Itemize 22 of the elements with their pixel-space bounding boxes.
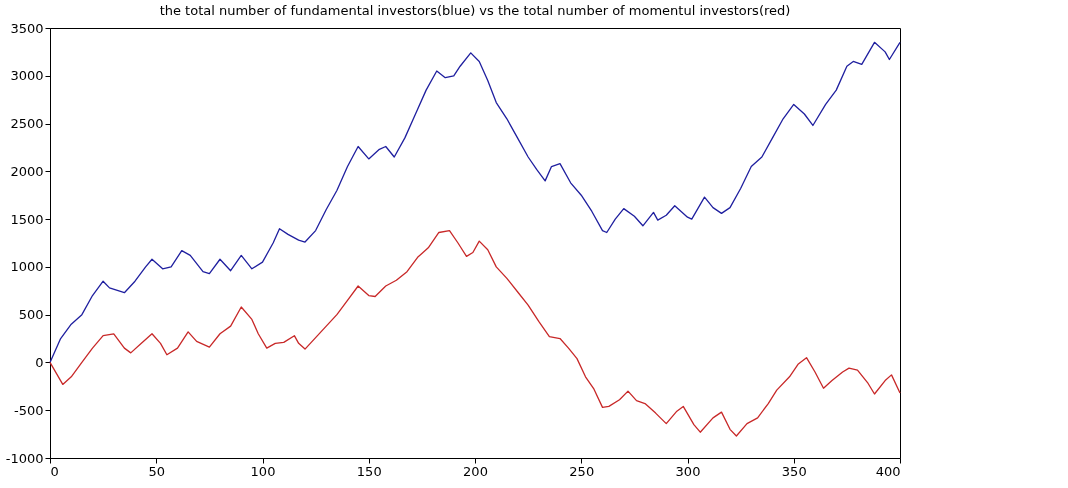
x-tick-label: 350 [781, 463, 807, 479]
x-tick-label: 250 [569, 463, 595, 479]
x-tick-label: 100 [250, 463, 276, 479]
y-tick-label: 0 [35, 354, 44, 370]
line-series [49, 41, 901, 364]
y-tick-label: 2000 [10, 163, 44, 179]
x-tick-label: 0 [50, 463, 59, 479]
y-tick-label: -1000 [5, 450, 44, 466]
x-tick-label: 150 [356, 463, 382, 479]
y-tick-label: 1500 [10, 211, 44, 227]
x-tick-label: 50 [148, 463, 166, 479]
x-tick-label: 200 [463, 463, 488, 479]
line-series [49, 229, 901, 437]
x-tick-label: 300 [675, 463, 701, 479]
x-tick-label: 400 [875, 463, 901, 479]
y-tick-label: 3000 [10, 68, 44, 84]
y-tick-label: 500 [18, 307, 44, 323]
y-tick-label: -500 [13, 402, 44, 418]
chart-title: the total number of fundamental investors(blue) vs the total number of momentul investors(red) [159, 3, 791, 18]
y-tick-label: 2500 [10, 116, 44, 132]
y-tick-label: 1000 [10, 259, 44, 275]
y-tick-label: 3500 [10, 20, 44, 36]
